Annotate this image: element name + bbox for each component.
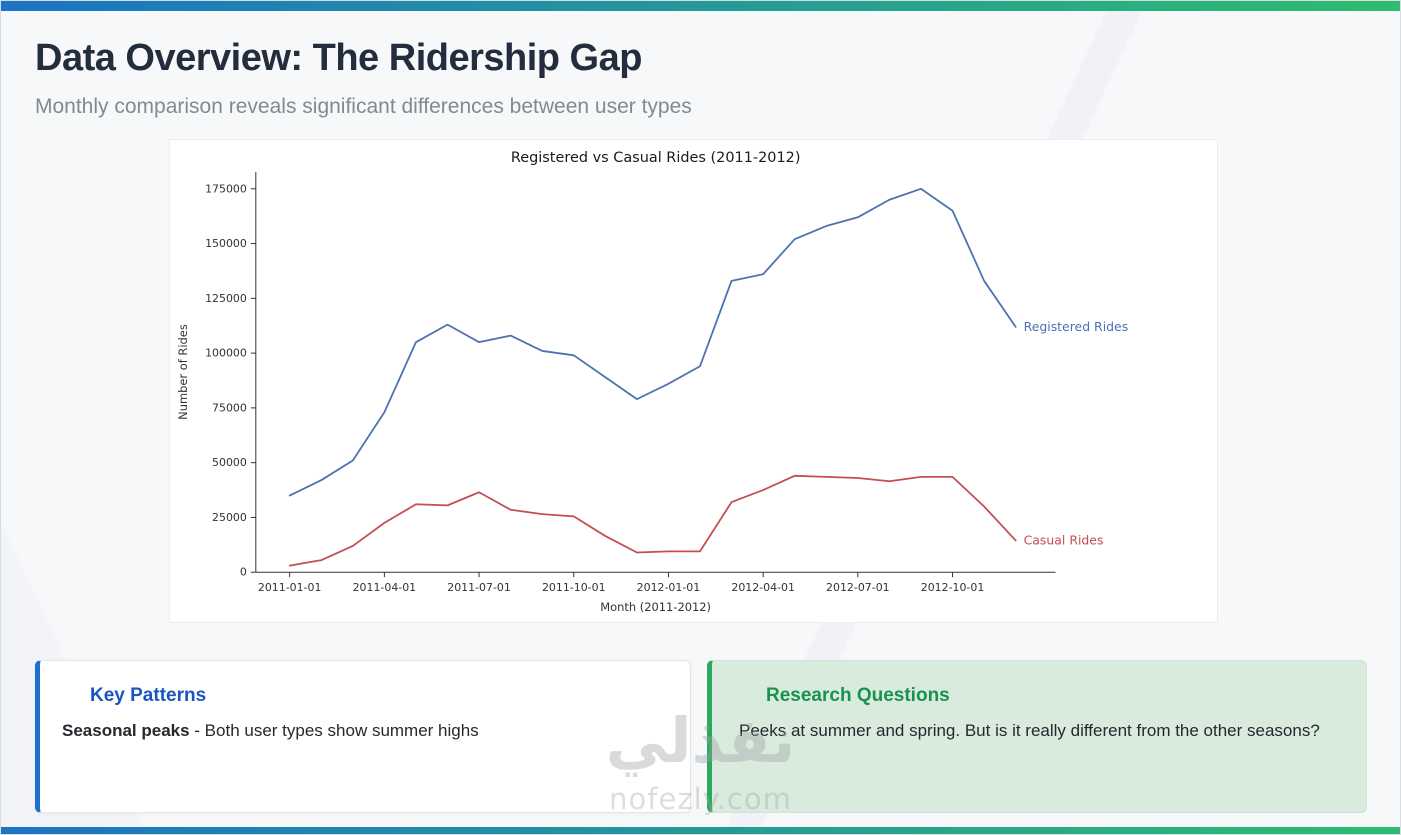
x-tick-label: 2011-01-01 (258, 581, 322, 594)
x-axis-label: Month (2011-2012) (600, 600, 711, 614)
y-tick-label: 0 (240, 566, 247, 579)
y-tick-label: 50000 (212, 456, 247, 469)
key-patterns-text: Seasonal peaks - Both user types show su… (62, 721, 666, 741)
key-patterns-lead: Seasonal peaks (62, 721, 190, 740)
page-title: Data Overview: The Ridership Gap (35, 37, 642, 79)
key-patterns-body: - Both user types show summer highs (189, 721, 479, 740)
series-line-casual-rides (288, 474, 1017, 567)
top-accent-bar (1, 1, 1400, 11)
x-tick-label: 2012-04-01 (731, 581, 795, 594)
y-axis-label: Number of Rides (176, 324, 190, 420)
insight-cards: Key Patterns Seasonal peaks - Both user … (35, 660, 1367, 813)
chart-card: 0 25000 50000 75000 100000 125000 150000 175000… (169, 139, 1218, 623)
x-tick-label: 2011-10-01 (542, 581, 606, 594)
x-tick-label: 2012-10-01 (921, 581, 985, 594)
y-tick-label: 125000 (205, 292, 247, 305)
x-tick-label: 2012-07-01 (826, 581, 890, 594)
y-tick-label: 75000 (212, 401, 247, 414)
y-tick-label: 150000 (205, 237, 247, 250)
x-tick-label: 2011-07-01 (447, 581, 511, 594)
x-tick-label: 2012-01-01 (637, 581, 701, 594)
x-tick-label: 2011-04-01 (353, 581, 417, 594)
research-questions-text: Peeks at summer and spring. But is it re… (739, 721, 1320, 740)
y-tick-label: 100000 (205, 347, 247, 360)
key-patterns-title: Key Patterns (90, 685, 207, 706)
page-subtitle: Monthly comparison reveals significant d… (35, 95, 692, 118)
series-line-registered-rides (288, 187, 1017, 497)
research-questions-title: Research Questions (766, 685, 950, 706)
y-tick-label: 25000 (212, 511, 247, 524)
y-tick-label: 175000 (205, 182, 247, 195)
research-questions-card: Research Questions Peeks at summer and s… (707, 660, 1367, 813)
series-label-casual-rides: Casual Rides (1024, 532, 1104, 547)
key-patterns-card: Key Patterns Seasonal peaks - Both user … (35, 660, 691, 813)
line-chart: 0 25000 50000 75000 100000 125000 150000 175000… (176, 150, 1129, 614)
chart-title: Registered vs Casual Rides (2011-2012) (511, 150, 801, 166)
series-label-registered-rides: Registered Rides (1024, 319, 1129, 334)
bottom-accent-bar (1, 827, 1400, 834)
